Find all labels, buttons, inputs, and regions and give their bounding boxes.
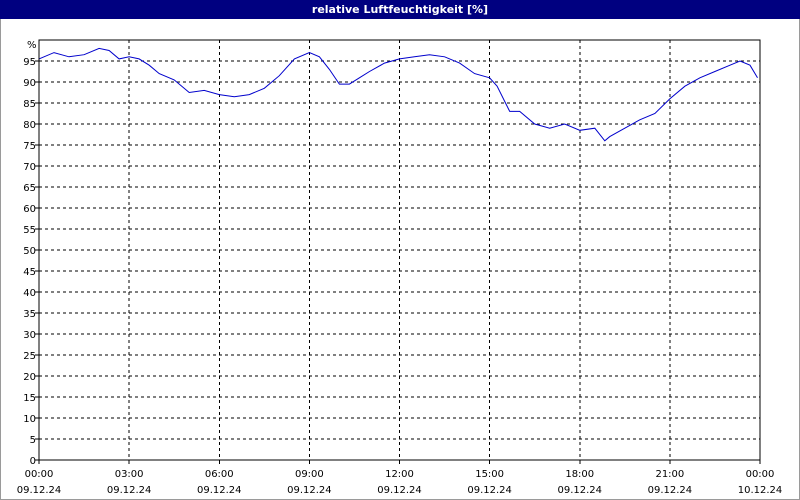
y-tick-label: 45 [23, 267, 36, 278]
series-line [38, 47, 758, 142]
x-tick-date: 09.12.24 [377, 485, 422, 496]
x-tick-time: 12:00 [385, 469, 414, 480]
y-tick-label: 40 [23, 288, 36, 299]
y-tick-label: 60 [23, 204, 36, 215]
x-tick-date: 09.12.24 [17, 485, 62, 496]
y-tick-label: 50 [23, 246, 36, 257]
y-tick-label: 95 [23, 57, 36, 68]
x-tick-date: 10.12.24 [738, 485, 783, 496]
y-tick-label: 70 [23, 162, 36, 173]
y-tick-label: 85 [23, 99, 36, 110]
x-tick-time: 06:00 [205, 469, 234, 480]
y-tick-label: 0 [30, 456, 36, 467]
y-tick-label: 90 [23, 78, 36, 89]
y-tick-label: 80 [23, 120, 36, 131]
x-tick-date: 09.12.24 [557, 485, 602, 496]
y-tick-label: 20 [23, 372, 36, 383]
x-tick-date: 09.12.24 [107, 485, 152, 496]
x-tick-time: 21:00 [655, 469, 684, 480]
plot-border [38, 39, 761, 461]
x-tick-date: 09.12.24 [197, 485, 242, 496]
y-tick-label: 10 [23, 414, 36, 425]
y-tick-label: 5 [30, 435, 36, 446]
y-tick-label: 55 [23, 225, 36, 236]
y-tick-label: 15 [23, 393, 36, 404]
x-tick-date: 09.12.24 [467, 485, 512, 496]
x-tick-date: 09.12.24 [648, 485, 693, 496]
chart-title: relative Luftfeuchtigkeit [%] [0, 0, 800, 19]
y-tick-label: 25 [23, 351, 36, 362]
x-tick-time: 00:00 [25, 469, 54, 480]
y-tick-label: 30 [23, 330, 36, 341]
y-tick-label: 75 [23, 141, 36, 152]
y-axis-label: % [27, 40, 37, 51]
x-tick-time: 09:00 [295, 469, 324, 480]
x-tick-time: 18:00 [565, 469, 594, 480]
x-tick-time: 03:00 [115, 469, 144, 480]
x-tick-time: 00:00 [746, 469, 775, 480]
x-tick-time: 15:00 [475, 469, 504, 480]
grid-lines [39, 40, 760, 460]
x-tick-date: 09.12.24 [287, 485, 332, 496]
x-axis-ticks: 00:00 09.12.24 03:00 09.12.24 06:00 09.12.24 0… [17, 460, 783, 496]
y-tick-label: 35 [23, 309, 36, 320]
y-axis-ticks: 0 5 10 15 20 25 30 35 40 45 50 55 60 65 70 75 80 85 90 95 [23, 57, 39, 467]
y-tick-label: 65 [23, 183, 36, 194]
